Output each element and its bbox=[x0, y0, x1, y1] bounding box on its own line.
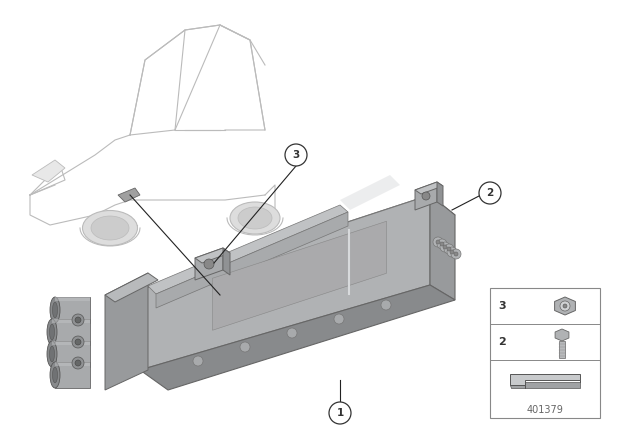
Circle shape bbox=[285, 144, 307, 166]
Text: 3: 3 bbox=[498, 301, 506, 311]
Circle shape bbox=[447, 247, 451, 251]
Ellipse shape bbox=[49, 346, 54, 362]
Text: 1: 1 bbox=[337, 408, 344, 418]
Ellipse shape bbox=[75, 317, 81, 323]
Circle shape bbox=[450, 250, 454, 254]
Ellipse shape bbox=[83, 211, 138, 246]
Ellipse shape bbox=[75, 360, 81, 366]
Circle shape bbox=[422, 192, 430, 200]
Circle shape bbox=[563, 304, 567, 308]
Polygon shape bbox=[52, 341, 90, 367]
Ellipse shape bbox=[230, 202, 280, 234]
Circle shape bbox=[381, 300, 391, 310]
Ellipse shape bbox=[72, 314, 84, 326]
Polygon shape bbox=[212, 221, 387, 330]
FancyBboxPatch shape bbox=[490, 288, 600, 418]
Polygon shape bbox=[55, 362, 90, 388]
Ellipse shape bbox=[238, 207, 272, 229]
Ellipse shape bbox=[75, 339, 81, 345]
Text: 3: 3 bbox=[292, 150, 300, 160]
Ellipse shape bbox=[50, 362, 60, 388]
Text: 401379: 401379 bbox=[527, 405, 563, 415]
Ellipse shape bbox=[52, 302, 58, 318]
Polygon shape bbox=[415, 182, 443, 194]
Ellipse shape bbox=[91, 216, 129, 240]
Circle shape bbox=[204, 259, 214, 269]
Circle shape bbox=[334, 314, 344, 324]
Circle shape bbox=[240, 342, 250, 352]
Polygon shape bbox=[195, 248, 230, 263]
Circle shape bbox=[443, 245, 447, 249]
Circle shape bbox=[479, 182, 501, 204]
Polygon shape bbox=[55, 297, 90, 323]
Circle shape bbox=[437, 239, 447, 249]
Polygon shape bbox=[148, 205, 348, 294]
Circle shape bbox=[440, 242, 444, 246]
Polygon shape bbox=[105, 273, 148, 390]
Polygon shape bbox=[195, 248, 223, 280]
Polygon shape bbox=[32, 160, 65, 182]
Circle shape bbox=[433, 237, 443, 247]
Polygon shape bbox=[559, 341, 565, 358]
Polygon shape bbox=[52, 319, 90, 323]
Polygon shape bbox=[555, 329, 569, 341]
Ellipse shape bbox=[72, 336, 84, 348]
Polygon shape bbox=[140, 195, 455, 312]
Circle shape bbox=[329, 402, 351, 424]
Polygon shape bbox=[55, 297, 90, 301]
Polygon shape bbox=[555, 297, 575, 315]
Polygon shape bbox=[156, 212, 348, 308]
Polygon shape bbox=[430, 195, 455, 300]
Polygon shape bbox=[340, 175, 400, 210]
Circle shape bbox=[444, 244, 454, 254]
Ellipse shape bbox=[49, 324, 54, 340]
Polygon shape bbox=[140, 285, 455, 390]
Polygon shape bbox=[118, 188, 140, 202]
Polygon shape bbox=[223, 248, 230, 275]
Circle shape bbox=[193, 356, 203, 366]
Circle shape bbox=[451, 249, 461, 259]
Text: 2: 2 bbox=[486, 188, 493, 198]
Polygon shape bbox=[437, 182, 443, 206]
Ellipse shape bbox=[72, 357, 84, 369]
Circle shape bbox=[454, 252, 458, 256]
Text: 2: 2 bbox=[498, 337, 506, 347]
Circle shape bbox=[440, 242, 450, 252]
Ellipse shape bbox=[47, 319, 57, 345]
Polygon shape bbox=[52, 319, 90, 345]
Polygon shape bbox=[415, 182, 437, 210]
Polygon shape bbox=[105, 273, 158, 302]
Polygon shape bbox=[140, 195, 430, 370]
Ellipse shape bbox=[50, 297, 60, 323]
Circle shape bbox=[287, 328, 297, 338]
Circle shape bbox=[447, 247, 457, 257]
Ellipse shape bbox=[52, 367, 58, 383]
Polygon shape bbox=[510, 375, 580, 385]
Polygon shape bbox=[55, 362, 90, 366]
Circle shape bbox=[436, 240, 440, 244]
Polygon shape bbox=[510, 380, 580, 388]
Ellipse shape bbox=[47, 341, 57, 367]
Polygon shape bbox=[52, 341, 90, 345]
Circle shape bbox=[560, 301, 570, 311]
